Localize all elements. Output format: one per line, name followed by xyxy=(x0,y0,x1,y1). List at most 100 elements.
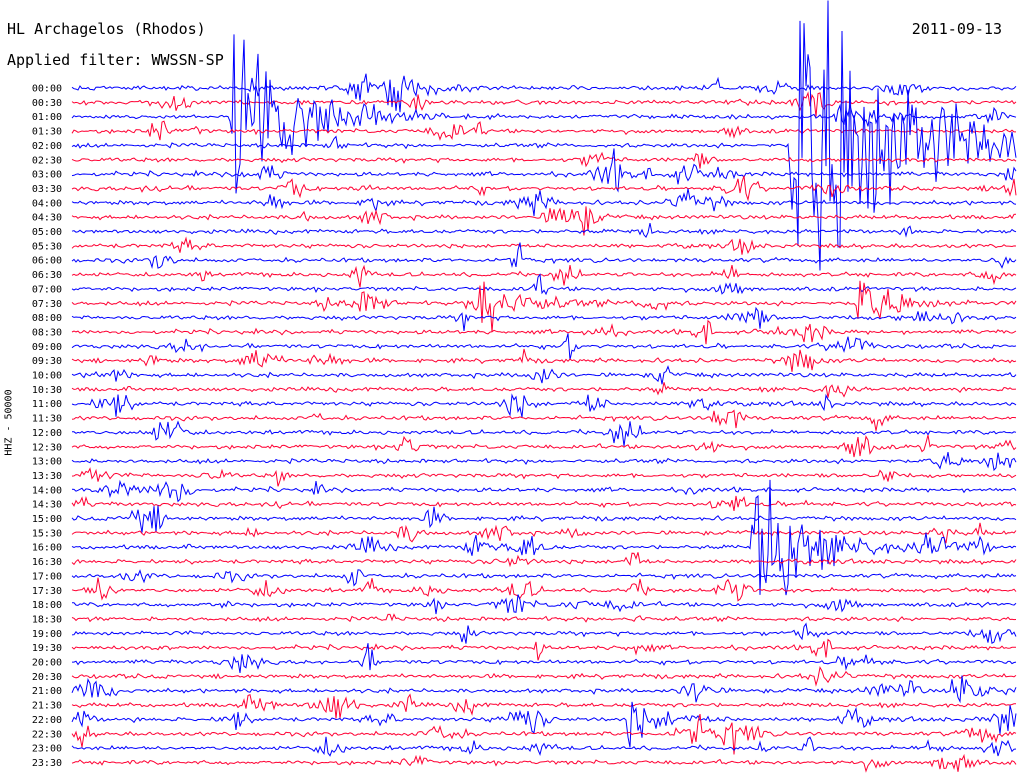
trace-line xyxy=(71,319,1017,345)
trace-line xyxy=(71,333,1017,361)
time-tick-label: 14:30 xyxy=(32,500,62,511)
time-tick-label: 08:00 xyxy=(32,313,62,324)
time-tick-label: 12:00 xyxy=(32,428,62,439)
time-tick-label: 20:30 xyxy=(32,672,62,683)
trace-line xyxy=(71,665,1017,687)
trace-line xyxy=(71,420,1017,447)
trace-line xyxy=(71,638,1017,661)
time-tick-label: 05:30 xyxy=(32,241,62,252)
trace-line xyxy=(71,280,1017,332)
time-tick-label: 10:00 xyxy=(32,371,62,382)
time-tick-label: 01:00 xyxy=(32,112,62,123)
trace-line xyxy=(71,306,1017,331)
time-tick-label: 22:30 xyxy=(32,729,62,740)
trace-line xyxy=(71,73,1017,113)
time-tick-label: 13:30 xyxy=(32,471,62,482)
time-tick-label: 17:30 xyxy=(32,586,62,597)
time-tick-label: 06:30 xyxy=(32,270,62,281)
time-tick-label: 09:00 xyxy=(32,342,62,353)
trace-line xyxy=(71,675,1017,704)
time-tick-label: 04:30 xyxy=(32,213,62,224)
time-tick-label: 18:30 xyxy=(32,614,62,625)
trace-line xyxy=(71,222,1017,239)
time-tick-label: 17:00 xyxy=(32,571,62,582)
time-label-group: 00:00 00:30 01:00 01:30 02:00 02:30 03:00 03:30… xyxy=(32,84,62,769)
trace-line xyxy=(71,348,1017,372)
time-tick-label: 01:30 xyxy=(32,127,62,138)
trace-line xyxy=(71,120,1016,141)
trace-line xyxy=(71,393,1017,418)
trace-line xyxy=(72,594,1017,615)
trace-line xyxy=(71,409,1017,431)
time-tick-label: 05:00 xyxy=(32,227,62,238)
time-tick-label: 00:00 xyxy=(32,84,62,95)
trace-line xyxy=(71,701,1017,748)
trace-line xyxy=(71,91,1017,117)
time-tick-label: 19:30 xyxy=(32,643,62,654)
trace-line xyxy=(71,693,1016,719)
trace-line xyxy=(71,34,1017,194)
trace-line xyxy=(71,273,1017,296)
time-tick-label: 20:00 xyxy=(32,658,62,669)
trace-line xyxy=(71,613,1017,623)
trace-line xyxy=(72,643,1017,673)
trace-line xyxy=(71,753,1017,773)
time-tick-label: 02:30 xyxy=(32,155,62,166)
time-tick-label: 08:30 xyxy=(32,327,62,338)
time-tick-label: 06:00 xyxy=(32,256,62,267)
filter-label: Applied filter: WWSSN-SP xyxy=(7,51,224,69)
trace-line xyxy=(71,148,1017,193)
time-tick-label: 04:00 xyxy=(32,198,62,209)
time-tick-label: 16:00 xyxy=(32,543,62,554)
time-tick-label: 10:30 xyxy=(32,385,62,396)
time-tick-label: 13:00 xyxy=(32,457,62,468)
time-tick-label: 11:30 xyxy=(32,414,62,425)
trace-line xyxy=(71,365,1017,385)
trace-line xyxy=(71,151,1017,169)
trace-group xyxy=(71,0,1017,773)
trace-line xyxy=(71,382,1017,398)
time-tick-label: 03:30 xyxy=(32,184,62,195)
trace-line xyxy=(71,505,1017,533)
trace-line xyxy=(71,188,1017,216)
trace-line xyxy=(71,206,1017,236)
time-tick-label: 19:00 xyxy=(32,629,62,640)
trace-line xyxy=(71,577,1017,602)
trace-line xyxy=(71,552,1017,568)
trace-line xyxy=(71,713,1017,755)
time-tick-label: 18:00 xyxy=(32,600,62,611)
date-label: 2011-09-13 xyxy=(911,20,1002,38)
trace-line xyxy=(71,452,1017,472)
trace-line xyxy=(71,736,1017,757)
time-tick-label: 07:30 xyxy=(32,299,62,310)
time-tick-label: 11:00 xyxy=(32,399,62,410)
time-tick-label: 23:00 xyxy=(32,744,62,755)
time-tick-label: 23:30 xyxy=(32,758,62,769)
time-tick-label: 15:00 xyxy=(32,514,62,525)
time-tick-label: 16:30 xyxy=(32,557,62,568)
time-tick-label: 03:00 xyxy=(32,170,62,181)
trace-line xyxy=(71,522,1017,544)
time-tick-label: 22:00 xyxy=(32,715,62,726)
trace-line xyxy=(71,236,1017,255)
time-tick-label: 14:00 xyxy=(32,485,62,496)
trace-line xyxy=(71,242,1017,270)
time-tick-label: 21:00 xyxy=(32,686,62,697)
time-tick-label: 12:30 xyxy=(32,442,62,453)
trace-line xyxy=(71,479,1017,596)
trace-line xyxy=(71,175,1017,202)
trace-line xyxy=(71,495,1017,511)
trace-line xyxy=(71,479,1017,503)
trace-line xyxy=(71,569,1017,587)
time-tick-label: 21:30 xyxy=(32,701,62,712)
time-tick-label: 07:00 xyxy=(32,284,62,295)
time-tick-label: 02:00 xyxy=(32,141,62,152)
trace-line xyxy=(71,264,1017,288)
time-tick-label: 00:30 xyxy=(32,98,62,109)
trace-line xyxy=(71,467,1017,487)
station-title: HL Archagelos (Rhodos) xyxy=(7,20,206,38)
time-tick-label: 15:30 xyxy=(32,528,62,539)
trace-line xyxy=(71,434,1017,458)
time-tick-label: 09:30 xyxy=(32,356,62,367)
